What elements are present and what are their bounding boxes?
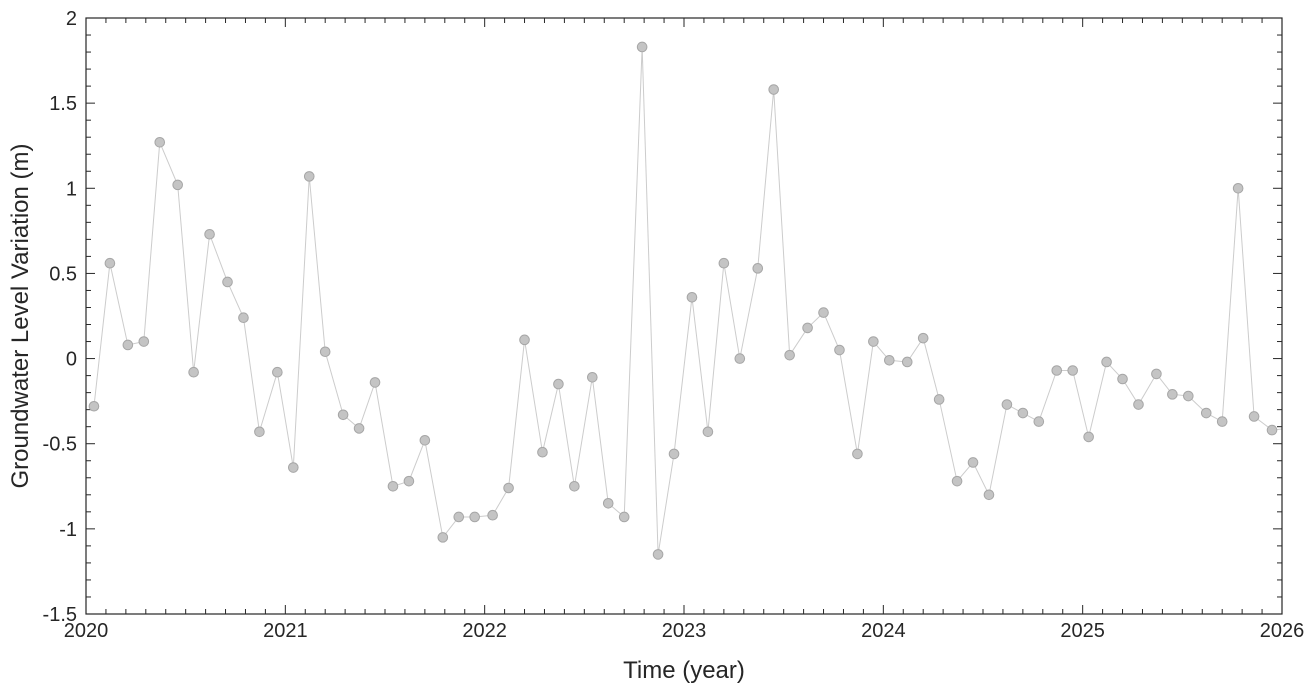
data-point [652, 549, 664, 560]
data-point [901, 356, 913, 368]
data-point [1283, 424, 1293, 434]
data-point [419, 435, 431, 446]
data-point [951, 475, 963, 487]
data-point [138, 336, 150, 347]
data-point [1248, 411, 1260, 422]
data-point [1232, 182, 1244, 194]
x-tick-label: 2020 [64, 620, 109, 642]
data-point [618, 511, 630, 523]
data-point [519, 334, 530, 346]
data-point [222, 276, 233, 288]
series-layer [88, 41, 1293, 560]
data-point [122, 339, 134, 351]
data-point [319, 346, 331, 358]
x-tick-label: 2022 [462, 620, 507, 642]
data-point [537, 446, 548, 458]
data-point [453, 511, 465, 523]
data-point [288, 462, 299, 473]
data-point [437, 532, 449, 543]
data-point [1266, 424, 1278, 436]
data-point [834, 344, 845, 356]
data-point [1067, 365, 1078, 376]
data-point [852, 448, 863, 460]
data-point [403, 475, 415, 487]
x-axis-label: Time (year) [623, 657, 745, 684]
x-tick-label: 2024 [861, 620, 906, 642]
data-point [369, 377, 381, 388]
data-point [337, 409, 349, 421]
data-point [1117, 373, 1128, 385]
data-point [1101, 356, 1112, 368]
data-point [1017, 407, 1029, 419]
data-point [1167, 389, 1178, 400]
data-point [1183, 390, 1194, 402]
data-point [569, 480, 580, 492]
y-tick-label: 0 [66, 349, 77, 371]
data-point [88, 400, 100, 412]
data-point [967, 457, 979, 468]
y-tick-label: -0.5 [43, 434, 77, 456]
data-point [602, 498, 614, 509]
y-axis-label: Groundwater Level Variation (m) [7, 143, 34, 488]
data-point [487, 509, 498, 521]
data-point [172, 179, 183, 191]
data-point [818, 307, 829, 318]
data-point [718, 257, 730, 269]
x-tick-label: 2021 [263, 620, 308, 642]
data-point [188, 366, 199, 378]
data-point [636, 41, 648, 53]
data-point [587, 372, 598, 383]
x-tick-label: 2023 [662, 620, 707, 642]
plot-frame [85, 17, 1283, 615]
data-point [668, 448, 680, 460]
data-point [768, 84, 780, 95]
data-point [933, 394, 945, 405]
data-point [154, 137, 166, 148]
y-tick-label: 2 [66, 8, 77, 30]
tick-marks [85, 17, 1283, 615]
data-point [734, 353, 746, 364]
data-point [272, 366, 283, 378]
data-point [983, 489, 995, 501]
data-point [104, 257, 116, 269]
data-point [1051, 365, 1063, 376]
data-point [702, 426, 714, 438]
data-point [238, 312, 249, 324]
data-point [686, 291, 698, 303]
data-point [204, 228, 215, 240]
y-tick-label: -1.5 [43, 604, 77, 626]
data-point [254, 426, 265, 438]
data-point [503, 482, 514, 494]
y-tick-label: 1.5 [49, 93, 77, 115]
data-point [1001, 399, 1013, 410]
tick-labels: -1.5 -1 -0.5 0 0.5 1 1.5 2 2020 2021 2022 2023 2024 2… [43, 8, 1305, 642]
y-tick-label: 1 [66, 178, 77, 200]
data-point [1083, 431, 1094, 443]
x-tick-label: 2026 [1260, 620, 1305, 642]
y-tick-label: -1 [59, 519, 77, 541]
data-point [553, 378, 564, 390]
data-point [917, 332, 929, 344]
data-point [353, 423, 365, 434]
y-tick-label: 0.5 [49, 263, 77, 285]
data-point [784, 349, 795, 361]
data-point [303, 171, 315, 182]
data-point [1216, 416, 1228, 427]
data-point [1133, 399, 1144, 410]
data-point [1200, 407, 1212, 419]
data-point [387, 480, 399, 492]
data-point [1151, 368, 1162, 380]
x-tick-label: 2025 [1060, 620, 1105, 642]
data-point [884, 354, 895, 366]
data-point [469, 511, 481, 523]
data-point [752, 263, 764, 274]
data-point [1033, 416, 1045, 427]
data-point [868, 336, 879, 347]
data-point [802, 322, 813, 334]
